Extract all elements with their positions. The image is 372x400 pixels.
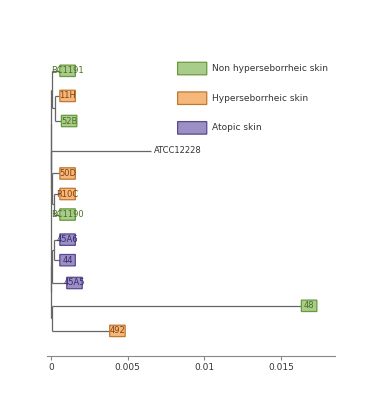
Text: Hyperseborrheic skin: Hyperseborrheic skin [212, 94, 308, 103]
Text: 50D: 50D [59, 169, 76, 178]
FancyBboxPatch shape [60, 168, 75, 179]
FancyBboxPatch shape [177, 92, 207, 104]
Text: ATCC12228: ATCC12228 [154, 146, 202, 155]
FancyBboxPatch shape [60, 254, 75, 266]
Text: 45A5: 45A5 [64, 278, 85, 288]
Text: R10C: R10C [57, 190, 79, 198]
FancyBboxPatch shape [60, 234, 75, 245]
FancyBboxPatch shape [67, 277, 82, 289]
FancyBboxPatch shape [60, 209, 75, 220]
Text: BC1191: BC1191 [51, 66, 84, 75]
Text: 45A6: 45A6 [57, 235, 78, 244]
Text: Non hyperseborrheic skin: Non hyperseborrheic skin [212, 64, 328, 73]
FancyBboxPatch shape [177, 122, 207, 134]
Text: BC1190: BC1190 [51, 210, 84, 219]
Text: Atopic skin: Atopic skin [212, 123, 262, 132]
FancyBboxPatch shape [60, 65, 75, 76]
FancyBboxPatch shape [177, 62, 207, 75]
Text: 44: 44 [62, 256, 73, 265]
Text: 492: 492 [109, 326, 125, 336]
Text: 48: 48 [304, 301, 314, 310]
FancyBboxPatch shape [110, 325, 125, 337]
Text: 11H: 11H [59, 92, 76, 100]
Text: 52B: 52B [61, 116, 77, 126]
FancyBboxPatch shape [60, 90, 75, 102]
FancyBboxPatch shape [60, 188, 75, 200]
FancyBboxPatch shape [61, 115, 77, 127]
FancyBboxPatch shape [301, 300, 317, 312]
